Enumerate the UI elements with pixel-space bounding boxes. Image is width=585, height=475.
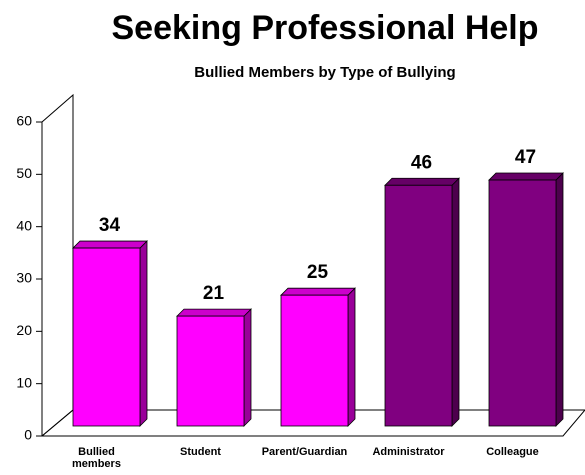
chart-title: Seeking Professional Help — [111, 9, 538, 47]
bar-front — [384, 184, 453, 427]
y-tick-label: 60 — [16, 113, 32, 129]
value-label: 21 — [203, 283, 225, 304]
bar — [488, 172, 564, 427]
bar — [72, 240, 148, 427]
y-tick-label: 50 — [16, 165, 32, 181]
y-tick-label: 20 — [16, 322, 32, 338]
value-label: 25 — [307, 262, 329, 283]
bar-front — [488, 179, 557, 427]
floor — [40, 409, 585, 437]
x-tick-label: Colleague — [486, 446, 539, 458]
bar-side — [347, 287, 356, 427]
value-label: 47 — [515, 147, 536, 168]
bar-front — [72, 247, 141, 427]
bar-front — [280, 294, 349, 427]
chart-subtitle: Bullied Members by Type of Bullying — [194, 64, 455, 81]
y-tick-label: 40 — [16, 217, 32, 233]
bar-top — [488, 172, 564, 181]
y-tick-label: 10 — [16, 374, 32, 390]
left-wall — [41, 93, 74, 437]
x-tick-label: Parent/Guardian — [261, 446, 348, 458]
x-tick-label: Administrator — [372, 446, 445, 458]
bar-top — [176, 308, 252, 317]
x-tick-label: Student — [180, 446, 221, 458]
bar — [176, 308, 252, 427]
bar-side — [451, 177, 460, 427]
bar-side — [555, 172, 564, 427]
y-tick-label: 30 — [16, 270, 32, 286]
x-tick-label: Bullied members — [72, 446, 121, 470]
bar-top — [280, 287, 356, 296]
bar-top — [384, 177, 460, 186]
bar-front — [176, 315, 245, 427]
bar — [384, 177, 460, 427]
bar — [280, 287, 356, 427]
value-label: 34 — [99, 215, 121, 236]
value-label: 46 — [411, 152, 432, 173]
y-tick-label: 0 — [24, 427, 32, 443]
bar-side — [243, 308, 252, 427]
bar-side — [139, 240, 148, 427]
bar-top — [72, 240, 148, 249]
